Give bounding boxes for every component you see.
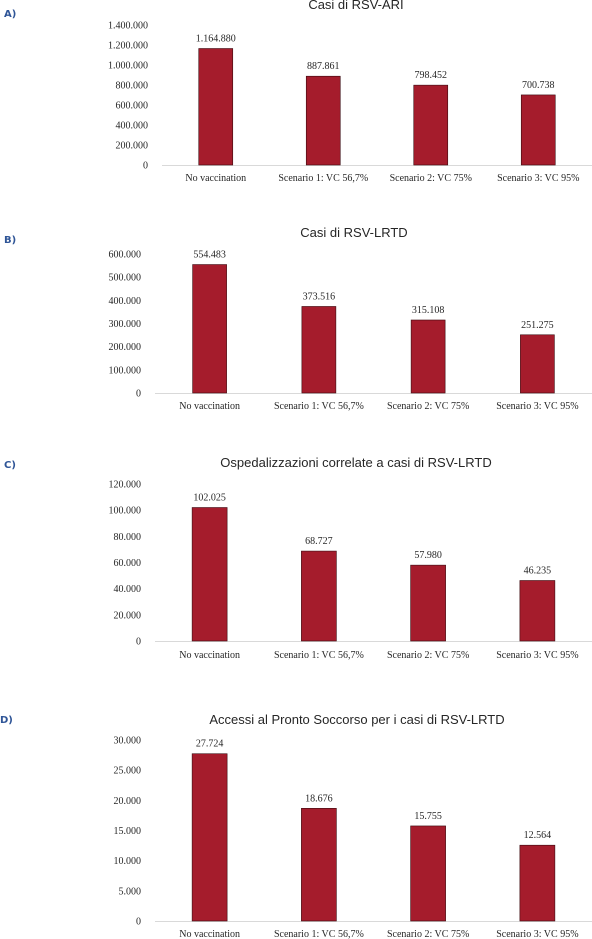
data-label: 251.275	[521, 320, 554, 331]
category-label: Scenario 1: VC 56,7%	[274, 929, 364, 939]
category-label: Scenario 2: VC 75%	[387, 401, 469, 412]
category-label: No vaccination	[179, 401, 240, 412]
y-tick-label: 600.000	[116, 101, 149, 112]
category-label: Scenario 3: VC 95%	[496, 650, 578, 661]
data-label: 373.516	[303, 291, 336, 302]
y-tick-label: 80.000	[114, 532, 142, 543]
data-label: 887.861	[307, 61, 340, 72]
bar	[413, 84, 449, 166]
bar	[519, 844, 556, 922]
y-tick-label: 1.400.000	[108, 21, 148, 32]
y-tick-label: 400.000	[116, 121, 149, 132]
y-tick-label: 300.000	[109, 319, 142, 330]
data-label: 27.724	[196, 739, 224, 750]
y-tick-label: 200.000	[109, 342, 142, 353]
category-label: Scenario 2: VC 75%	[387, 650, 469, 661]
chart-title: Accessi al Pronto Soccorso per i casi di…	[209, 712, 504, 727]
bar	[410, 319, 446, 394]
bar	[191, 753, 228, 922]
data-label: 1.164.880	[196, 34, 236, 45]
data-label: 68.727	[305, 536, 333, 547]
bar	[191, 507, 228, 642]
y-tick-label: 100.000	[109, 506, 142, 517]
data-label: 18.676	[305, 793, 333, 804]
category-label: No vaccination	[179, 929, 240, 939]
bar	[520, 334, 555, 394]
y-tick-label: 20.000	[114, 796, 142, 807]
bar	[301, 306, 337, 394]
bar	[192, 264, 227, 394]
data-label: 15.755	[414, 811, 442, 822]
chart-title: Casi di RSV-LRTD	[300, 225, 407, 240]
chart-title: Casi di RSV-ARI	[308, 0, 403, 12]
panel-label: B)	[4, 235, 16, 246]
y-tick-label: 5.000	[119, 886, 142, 897]
category-label: Scenario 3: VC 95%	[496, 401, 578, 412]
category-label: Scenario 3: VC 95%	[497, 173, 579, 184]
category-label: No vaccination	[185, 173, 246, 184]
y-tick-label: 20.000	[114, 610, 142, 621]
y-tick-label: 200.000	[116, 141, 149, 152]
y-tick-label: 10.000	[114, 856, 142, 867]
data-label: 46.235	[524, 566, 552, 577]
panel-label: C)	[4, 460, 16, 471]
category-label: Scenario 1: VC 56,7%	[274, 650, 364, 661]
bar	[301, 808, 337, 922]
data-label: 700.738	[522, 80, 555, 91]
y-tick-label: 0	[136, 917, 141, 928]
bar	[410, 564, 446, 642]
y-tick-label: 800.000	[116, 81, 149, 92]
bar	[301, 550, 337, 642]
category-label: Scenario 1: VC 56,7%	[274, 401, 364, 412]
data-label: 102.025	[193, 493, 226, 504]
y-tick-label: 1.200.000	[108, 41, 148, 52]
y-tick-label: 40.000	[114, 584, 142, 595]
panel-label: A)	[4, 9, 16, 20]
data-label: 554.483	[193, 250, 226, 261]
bar	[305, 75, 341, 166]
y-tick-label: 500.000	[109, 273, 142, 284]
category-label: Scenario 1: VC 56,7%	[278, 173, 368, 184]
y-tick-label: 600.000	[109, 250, 142, 261]
category-label: Scenario 2: VC 75%	[390, 173, 472, 184]
y-tick-label: 0	[136, 389, 141, 400]
y-tick-label: 120.000	[109, 480, 142, 491]
y-tick-label: 0	[143, 161, 148, 172]
y-tick-label: 30.000	[114, 736, 142, 747]
category-label: Scenario 3: VC 95%	[496, 929, 578, 939]
data-label: 12.564	[524, 830, 552, 841]
bar	[519, 580, 556, 642]
category-label: No vaccination	[179, 650, 240, 661]
data-label: 315.108	[412, 305, 445, 316]
chart-title: Ospedalizzazioni correlate a casi di RSV…	[220, 455, 491, 470]
y-tick-label: 60.000	[114, 558, 142, 569]
y-tick-label: 15.000	[114, 826, 142, 837]
data-label: 57.980	[414, 550, 442, 561]
y-tick-label: 100.000	[109, 365, 142, 376]
y-tick-label: 400.000	[109, 296, 142, 307]
bar	[410, 825, 446, 922]
data-label: 798.452	[415, 70, 448, 81]
y-tick-label: 0	[136, 637, 141, 648]
bar	[198, 48, 234, 166]
bar	[520, 94, 556, 166]
y-tick-label: 25.000	[114, 766, 142, 777]
panel-label: D)	[0, 715, 13, 726]
y-tick-label: 1.000.000	[108, 61, 148, 72]
category-label: Scenario 2: VC 75%	[387, 929, 469, 939]
